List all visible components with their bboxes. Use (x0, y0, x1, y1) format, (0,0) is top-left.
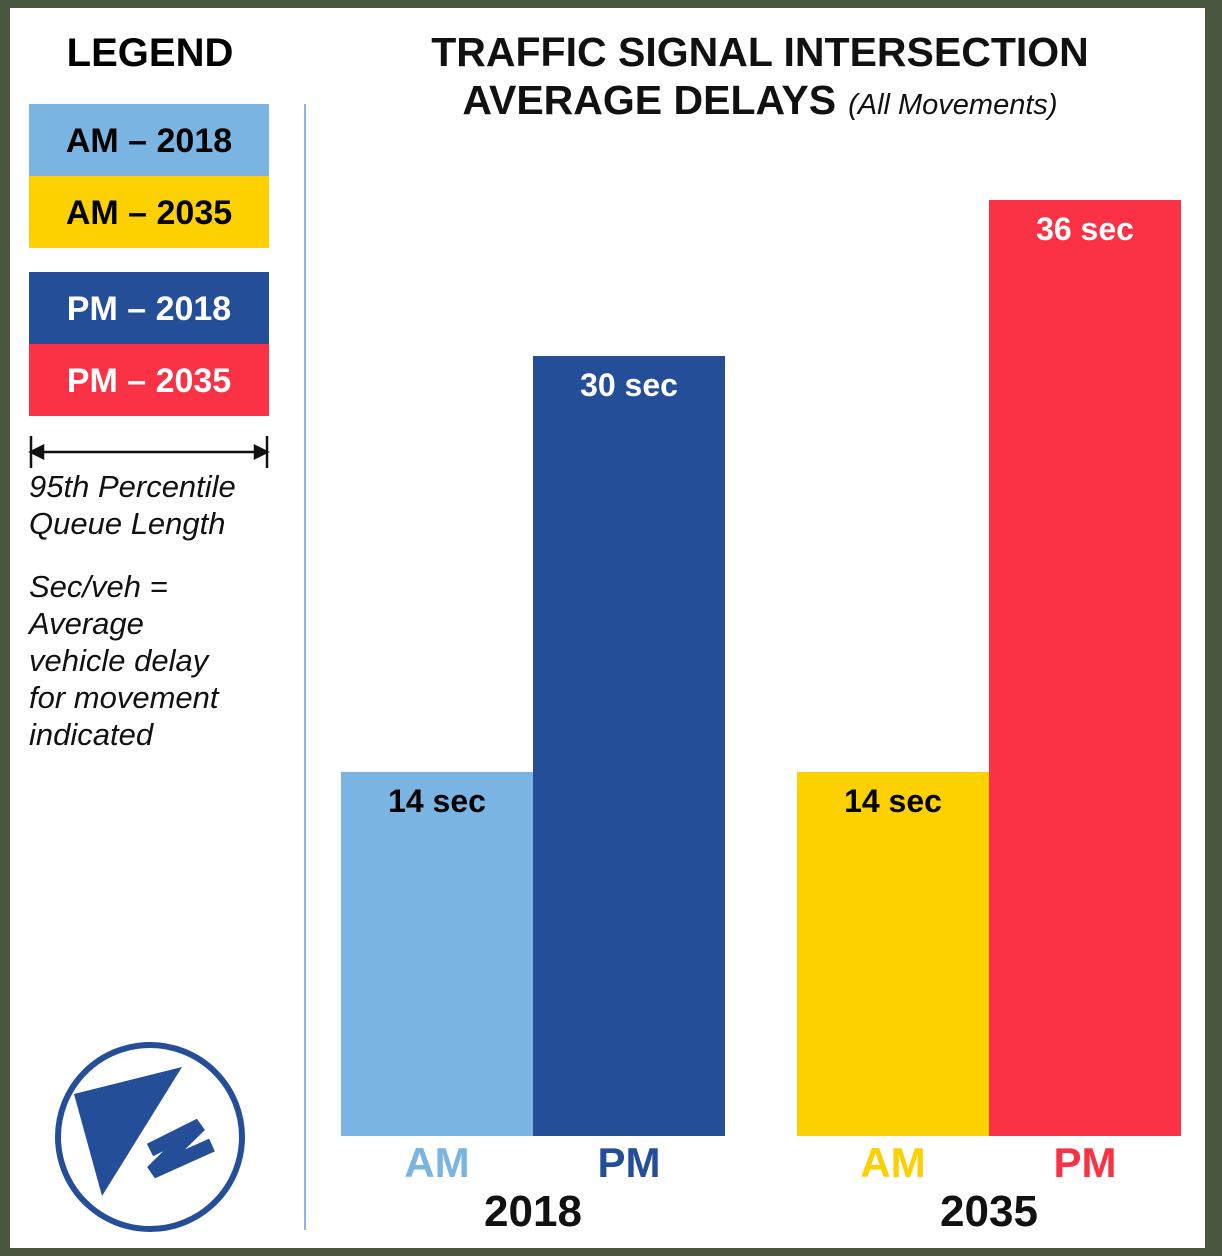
bar (341, 772, 533, 1136)
value-label: 36 sec (1036, 211, 1134, 247)
legend-title: LEGEND (67, 31, 234, 75)
group-label: 2018 (484, 1187, 582, 1236)
legend-note: for movement (29, 680, 220, 715)
legend-label: AM – 2018 (66, 122, 232, 160)
bar-label: AM (404, 1139, 469, 1186)
legend-label: PM – 2018 (67, 290, 231, 328)
value-label: 14 sec (388, 783, 486, 819)
legend-note: 95th Percentile (29, 469, 236, 504)
bar (533, 356, 725, 1136)
legend-note: Queue Length (29, 506, 226, 541)
value-label: 30 sec (580, 367, 678, 403)
title-line: AVERAGE DELAYS (462, 77, 836, 123)
bar (797, 772, 989, 1136)
legend-note: Sec/veh = (29, 569, 168, 604)
subtitle: (All Movements) (848, 89, 1058, 121)
chart-title: TRAFFIC SIGNAL INTERSECTION (431, 29, 1089, 75)
bar-label: AM (860, 1139, 925, 1186)
page: LEGEND TRAFFIC SIGNAL INTERSECTION AVERA… (0, 0, 1222, 1256)
legend-note: Average (27, 606, 144, 641)
bar-label: PM (1054, 1139, 1117, 1186)
value-label: 14 sec (844, 783, 942, 819)
legend-label: AM – 2035 (66, 194, 232, 232)
bar (989, 200, 1181, 1136)
legend-note: vehicle delay (29, 643, 211, 678)
legend-note: indicated (29, 717, 155, 752)
group-label: 2035 (940, 1187, 1038, 1236)
bar-label: PM (598, 1139, 661, 1186)
legend-label: PM – 2035 (67, 362, 231, 400)
title-line: TRAFFIC SIGNAL INTERSECTION (431, 29, 1089, 75)
